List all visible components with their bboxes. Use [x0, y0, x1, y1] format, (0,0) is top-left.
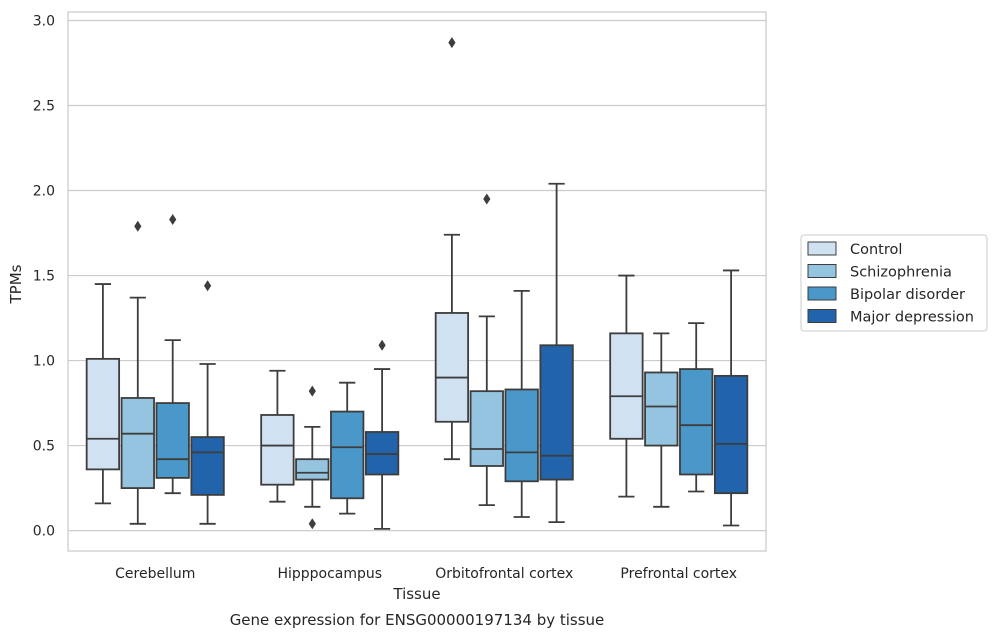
outlier-marker: [378, 339, 386, 351]
box-body: [679, 368, 714, 476]
box-control: [434, 37, 470, 461]
box-body: [539, 344, 574, 481]
y-axis-label: TPMs: [7, 264, 25, 304]
box-body: [190, 436, 225, 496]
box-body: [644, 371, 679, 447]
box-control: [85, 283, 121, 505]
y-tick-label: 0.5: [33, 439, 55, 455]
box-schizophrenia: [295, 385, 330, 530]
outlier-marker: [448, 37, 456, 49]
box-bipolar-disorder: [504, 289, 539, 518]
legend-items: Control Schizophrenia Bipolar disorder Majo…: [807, 241, 974, 326]
box-body: [434, 312, 470, 423]
box-schizophrenia: [120, 220, 155, 525]
box-control: [260, 369, 295, 503]
box-major-depression: [364, 339, 400, 530]
y-tick-label: 1.5: [33, 269, 55, 285]
y-tick-label: 0.0: [33, 524, 55, 540]
outlier-marker: [308, 385, 316, 397]
y-tick-label: 2.5: [33, 99, 55, 115]
box-major-depression: [190, 280, 225, 525]
outlier-marker: [134, 220, 142, 232]
box-bipolar-disorder: [155, 213, 190, 495]
legend-label: Control: [850, 242, 902, 258]
legend-swatch: [807, 264, 837, 278]
x-tick-label: Orbitofrontal cortex: [435, 566, 573, 582]
x-tick-label: Prefrontal cortex: [620, 566, 737, 582]
box-body: [330, 410, 365, 500]
x-axis-label: Tissue: [392, 585, 440, 603]
y-tick-label: 1.0: [33, 354, 55, 370]
box-body: [155, 402, 190, 479]
box-body: [260, 414, 295, 486]
legend-label: Major depression: [850, 310, 974, 326]
box-body: [713, 374, 749, 495]
box-body: [295, 458, 330, 481]
y-tick-label: 3.0: [33, 14, 55, 30]
box-body: [469, 390, 504, 467]
legend-label: Schizophrenia: [850, 265, 952, 281]
box-major-depression: [539, 182, 574, 523]
outlier-marker: [204, 280, 212, 292]
y-tick-labels: 0.0 0.5 1.0 1.5 2.0 2.5 3.0: [33, 14, 55, 540]
plot-area-frame: [67, 11, 767, 552]
outlier-marker: [169, 213, 177, 225]
box-bipolar-disorder: [679, 322, 714, 493]
legend: Control Schizophrenia Bipolar disorder Majo…: [800, 234, 988, 332]
box-schizophrenia: [469, 193, 504, 506]
box-body: [504, 388, 539, 483]
legend-swatch: [807, 241, 837, 256]
x-tick-labels: Cerebellum Hipppocampus Orbitofrontal cort…: [115, 566, 737, 582]
outlier-marker: [308, 518, 316, 530]
x-tick-label: Cerebellum: [115, 566, 195, 582]
box-control: [609, 274, 644, 498]
outlier-marker: [483, 193, 491, 205]
chart-caption: Gene expression for ENSG00000197134 by t…: [230, 611, 605, 629]
box-series: [85, 37, 749, 530]
box-bipolar-disorder: [330, 381, 365, 515]
box-body: [85, 357, 121, 471]
x-tick-label: Hipppocampus: [277, 566, 382, 582]
box-major-depression: [713, 269, 749, 527]
legend-swatch: [807, 309, 837, 323]
box-body: [609, 332, 644, 440]
legend-frame: [800, 234, 988, 332]
box-schizophrenia: [644, 332, 679, 508]
y-tick-label: 2.0: [33, 184, 55, 200]
box-body: [120, 397, 155, 489]
legend-label: Bipolar disorder: [850, 287, 965, 303]
legend-swatch: [807, 286, 837, 301]
